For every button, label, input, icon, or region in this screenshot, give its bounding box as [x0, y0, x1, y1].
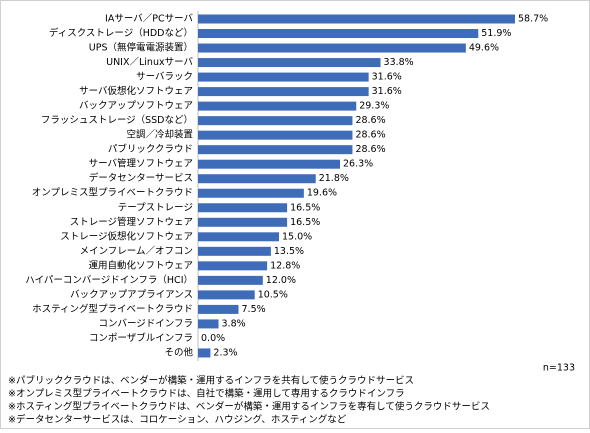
footnote: ※データセンターサービスは、コロケーション、ハウジング、ホスティングなど: [8, 414, 347, 426]
category-label: テープストレージ: [118, 202, 193, 213]
bar: [198, 43, 466, 53]
value-label: 29.3%: [359, 101, 389, 112]
bar: [198, 87, 369, 97]
value-label: 19.6%: [307, 188, 337, 199]
category-label: サーバ管理ソフトウェア: [89, 158, 193, 170]
bar: [198, 72, 369, 82]
bar: [198, 246, 271, 256]
sample-size: n=133: [543, 363, 575, 374]
value-label: 12.0%: [266, 275, 296, 286]
value-label: 16.5%: [290, 217, 320, 228]
value-label: 15.0%: [282, 231, 312, 242]
category-label: その他: [164, 346, 193, 358]
category-label: コンポーザブルインフラ: [89, 332, 193, 344]
category-label: コンバージドインフラ: [98, 318, 193, 329]
value-label: 31.6%: [372, 86, 402, 97]
value-label: 33.8%: [384, 57, 414, 68]
value-label: 28.6%: [355, 144, 385, 155]
value-label: 49.6%: [469, 43, 499, 54]
bar: [198, 304, 239, 314]
category-label: UPS（無停電電源装置）: [89, 42, 193, 54]
value-label: 51.9%: [481, 28, 511, 39]
bar: [198, 261, 268, 271]
category-label: フラッシュストレージ（SSDなど）: [41, 114, 193, 126]
bar: [198, 275, 263, 285]
bar: [198, 217, 288, 227]
category-label: 運用自動化ソフトウェア: [88, 259, 193, 271]
bar: [198, 145, 353, 155]
value-label: 3.8%: [222, 318, 246, 329]
category-label: メインフレーム／オフコン: [80, 246, 193, 257]
category-label: バックアップソフトウェア: [79, 101, 193, 112]
value-label: 28.6%: [355, 115, 385, 126]
category-label: サーバラック: [136, 72, 193, 83]
value-label: 26.3%: [343, 159, 373, 170]
value-label: 31.6%: [372, 72, 402, 83]
footnote: ※パブリッククラウドは、ベンダーが構築・運用するインフラを共有して使うクラウドサ…: [8, 375, 414, 387]
category-label: オンプレミス型プライベートクラウド: [32, 188, 193, 199]
bar: [198, 232, 280, 242]
value-label: 28.6%: [355, 130, 385, 141]
category-label: IAサーバ／PCサーバ: [105, 14, 193, 25]
category-label: ストレージ管理ソフトウェア: [70, 216, 193, 228]
bar: [198, 319, 219, 329]
category-label: データセンターサービス: [89, 172, 193, 184]
bar: [198, 159, 341, 169]
category-label: ハイパーコンバージドインフラ（HCI）: [25, 274, 193, 286]
value-label: 58.7%: [518, 14, 548, 25]
value-label: 16.5%: [290, 202, 320, 213]
bar: [198, 58, 381, 68]
category-label: バックアップアプライアンス: [70, 289, 193, 300]
value-label: 13.5%: [274, 246, 304, 257]
category-label: パブリッククラウド: [108, 143, 193, 155]
bar: [198, 203, 288, 213]
bar: [198, 130, 353, 140]
category-label: UNIX／Linuxサーバ: [106, 57, 193, 68]
bar: [198, 116, 353, 126]
category-label: ストレージ仮想化ソフトウェア: [60, 230, 193, 242]
value-label: 10.5%: [258, 289, 288, 300]
value-label: 0.0%: [201, 333, 225, 344]
category-label: ホスティング型プライベートクラウド: [32, 303, 193, 315]
bar: [198, 14, 515, 24]
bar: [198, 290, 255, 300]
bar: [198, 101, 357, 111]
value-label: 2.3%: [213, 347, 237, 358]
value-label: 21.8%: [319, 173, 349, 184]
footnote: ※ホスティング型プライベートクラウドは、ベンダーが構築・運用するインフラを専有し…: [8, 401, 490, 413]
category-label: ディスクストレージ（HDDなど）: [49, 27, 193, 39]
value-label: 12.8%: [270, 260, 300, 271]
bar: [198, 174, 316, 184]
category-label: 空調／冷却装置: [126, 129, 193, 141]
value-label: 7.5%: [242, 304, 266, 315]
footnote: ※オンプレミス型プライベートクラウドは、自社で構築・運用して専用するクラウドイン…: [8, 388, 405, 400]
bar: [198, 188, 304, 198]
bar: [198, 29, 479, 39]
category-label: サーバ仮想化ソフトウェア: [79, 85, 193, 97]
bar: [198, 348, 211, 358]
